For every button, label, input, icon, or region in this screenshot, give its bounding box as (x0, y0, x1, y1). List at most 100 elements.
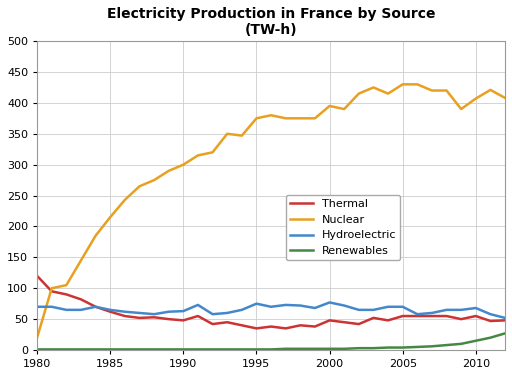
Nuclear (268, 113, 274, 117)
Nuclear (502, 96, 508, 100)
Thermal (297, 323, 304, 327)
Renewables (107, 347, 113, 352)
Hydroelectric (136, 311, 142, 315)
Hydroelectric (312, 306, 318, 310)
Line: Renewables: Renewables (37, 334, 505, 349)
Hydroelectric (253, 302, 260, 306)
Title: Electricity Production in France by Source
(TW-h): Electricity Production in France by Sour… (107, 7, 435, 37)
Legend: Thermal, Nuclear, Hydroelectric, Renewables: Thermal, Nuclear, Hydroelectric, Renewab… (286, 195, 400, 261)
Hydroelectric (122, 309, 128, 314)
Thermal (253, 326, 260, 331)
Thermal (180, 318, 186, 323)
Nuclear (195, 153, 201, 158)
Renewables (400, 345, 406, 350)
Thermal (473, 314, 479, 318)
Nuclear (107, 215, 113, 220)
Hydroelectric (297, 303, 304, 308)
Thermal (122, 314, 128, 318)
Thermal (34, 274, 40, 278)
Renewables (195, 347, 201, 352)
Thermal (312, 324, 318, 329)
Thermal (341, 320, 347, 324)
Thermal (443, 314, 450, 318)
Renewables (239, 347, 245, 352)
Renewables (341, 347, 347, 351)
Hydroelectric (93, 305, 99, 309)
Renewables (502, 331, 508, 336)
Hydroelectric (341, 303, 347, 308)
Renewables (356, 346, 362, 350)
Hydroelectric (429, 311, 435, 315)
Nuclear (63, 283, 70, 287)
Nuclear (283, 116, 289, 121)
Hydroelectric (283, 303, 289, 307)
Nuclear (93, 233, 99, 238)
Hydroelectric (356, 308, 362, 312)
Thermal (224, 320, 230, 324)
Renewables (370, 346, 376, 350)
Nuclear (49, 286, 55, 291)
Hydroelectric (49, 305, 55, 309)
Thermal (195, 314, 201, 318)
Renewables (253, 347, 260, 352)
Nuclear (180, 162, 186, 167)
Thermal (327, 318, 333, 323)
Nuclear (253, 116, 260, 121)
Thermal (385, 318, 391, 323)
Nuclear (224, 132, 230, 136)
Hydroelectric (458, 308, 464, 312)
Nuclear (151, 178, 157, 182)
Nuclear (487, 88, 494, 92)
Line: Thermal: Thermal (37, 276, 505, 328)
Hydroelectric (63, 308, 70, 312)
Renewables (63, 347, 70, 352)
Hydroelectric (166, 309, 172, 314)
Hydroelectric (239, 308, 245, 312)
Nuclear (34, 335, 40, 340)
Renewables (209, 347, 216, 352)
Renewables (414, 345, 420, 349)
Thermal (458, 317, 464, 321)
Hydroelectric (268, 305, 274, 309)
Line: Nuclear: Nuclear (37, 84, 505, 338)
Nuclear (239, 133, 245, 138)
Renewables (283, 347, 289, 351)
Thermal (63, 292, 70, 297)
Thermal (151, 315, 157, 320)
Renewables (122, 347, 128, 352)
Hydroelectric (209, 312, 216, 317)
Hydroelectric (370, 308, 376, 312)
Hydroelectric (195, 303, 201, 307)
Hydroelectric (224, 311, 230, 315)
Hydroelectric (400, 305, 406, 309)
Nuclear (429, 88, 435, 93)
Thermal (49, 289, 55, 294)
Hydroelectric (473, 306, 479, 310)
Renewables (312, 347, 318, 351)
Thermal (356, 322, 362, 326)
Thermal (93, 305, 99, 309)
Renewables (385, 345, 391, 350)
Nuclear (341, 107, 347, 111)
Thermal (239, 323, 245, 327)
Nuclear (414, 82, 420, 86)
Renewables (49, 347, 55, 352)
Renewables (34, 347, 40, 352)
Nuclear (443, 88, 450, 93)
Line: Hydroelectric: Hydroelectric (37, 302, 505, 318)
Thermal (107, 309, 113, 314)
Nuclear (356, 91, 362, 96)
Nuclear (385, 91, 391, 96)
Thermal (78, 297, 84, 302)
Hydroelectric (443, 308, 450, 312)
Thermal (429, 314, 435, 318)
Thermal (209, 322, 216, 326)
Hydroelectric (78, 308, 84, 312)
Nuclear (136, 184, 142, 188)
Nuclear (297, 116, 304, 121)
Hydroelectric (487, 312, 494, 317)
Thermal (414, 314, 420, 318)
Hydroelectric (414, 312, 420, 317)
Renewables (473, 338, 479, 343)
Renewables (429, 344, 435, 349)
